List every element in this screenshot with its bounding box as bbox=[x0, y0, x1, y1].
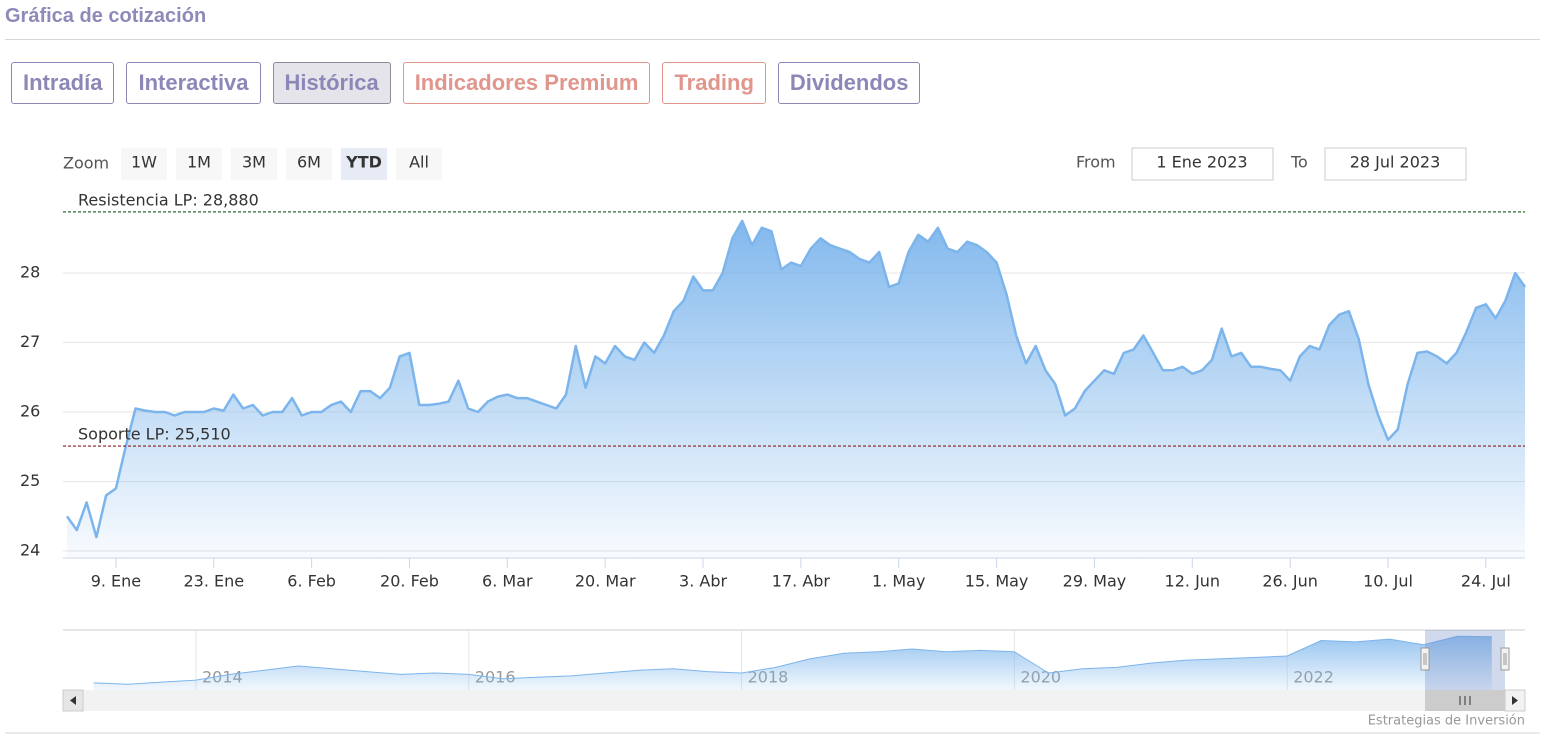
tab[interactable]: Histórica bbox=[272, 62, 391, 104]
x-tick-label: 1. May bbox=[872, 571, 925, 590]
navigator-handle-grip bbox=[1503, 653, 1507, 665]
x-tick-label: 17. Abr bbox=[772, 571, 831, 590]
navigator-handle[interactable] bbox=[1500, 647, 1510, 671]
x-tick-label: 23. Ene bbox=[183, 571, 244, 590]
credit: Estrategias de Inversión bbox=[1368, 714, 1525, 729]
x-tick-label: 20. Feb bbox=[380, 571, 439, 590]
navigator-handle[interactable] bbox=[1420, 647, 1430, 671]
plot-line-label: Resistencia LP: 28,880 bbox=[78, 190, 259, 209]
tab[interactable]: Dividendos bbox=[777, 62, 921, 104]
tab[interactable]: Intradía bbox=[11, 62, 115, 104]
x-tick-label: 15. May bbox=[965, 571, 1029, 590]
zoom-button-label[interactable]: All bbox=[409, 153, 429, 172]
x-tick-label: 20. Mar bbox=[575, 571, 636, 590]
divider bbox=[5, 39, 1540, 40]
y-tick-label: 26 bbox=[20, 402, 40, 421]
scroll-right-arrow bbox=[1512, 696, 1518, 705]
tab-bar: Intradía Interactiva Histórica Indicadores … bbox=[11, 62, 921, 104]
zoom-button-label[interactable]: 3M bbox=[242, 153, 266, 172]
tab[interactable]: Interactiva bbox=[126, 62, 261, 104]
y-tick-label: 24 bbox=[20, 541, 40, 560]
zoom-button[interactable] bbox=[341, 148, 387, 180]
x-tick-label: 24. Jul bbox=[1461, 571, 1511, 590]
zoom-button-label[interactable]: 6M bbox=[297, 153, 321, 172]
scroll-left-arrow bbox=[70, 696, 76, 705]
x-tick-label: 3. Abr bbox=[679, 571, 727, 590]
price-line bbox=[65, 219, 1527, 539]
x-tick-label: 10. Jul bbox=[1363, 571, 1413, 590]
y-tick-label: 28 bbox=[20, 263, 40, 282]
x-tick-label: 26. Jun bbox=[1262, 571, 1318, 590]
from-value[interactable]: 1 Ene 2023 bbox=[1156, 153, 1247, 172]
area-fill bbox=[67, 220, 1525, 558]
x-tick-label: 12. Jun bbox=[1165, 571, 1221, 590]
x-tick-label: 9. Ene bbox=[91, 571, 141, 590]
zoom-button[interactable] bbox=[176, 148, 222, 180]
to-value[interactable]: 28 Jul 2023 bbox=[1350, 153, 1441, 172]
zoom-button-label[interactable]: YTD bbox=[345, 153, 382, 172]
x-tick-label: 29. May bbox=[1063, 571, 1127, 590]
navigator-area bbox=[93, 636, 1492, 690]
scrollbar-track[interactable] bbox=[63, 690, 1525, 711]
zoom-button-label[interactable]: 1M bbox=[187, 153, 211, 172]
zoom-button[interactable] bbox=[231, 148, 277, 180]
zoom-button[interactable] bbox=[286, 148, 332, 180]
to-input[interactable] bbox=[1324, 147, 1467, 181]
navigator-line bbox=[93, 635, 1492, 685]
from-label: From bbox=[1076, 153, 1116, 172]
plot-line-label: Soporte LP: 25,510 bbox=[78, 425, 231, 444]
zoom-button[interactable] bbox=[396, 148, 442, 180]
x-tick-label: 6. Mar bbox=[482, 571, 533, 590]
zoom-button-label[interactable]: 1W bbox=[131, 153, 157, 172]
tab[interactable]: Trading bbox=[662, 62, 766, 104]
tab[interactable]: Indicadores Premium bbox=[402, 62, 651, 104]
zoom-label: Zoom bbox=[63, 154, 109, 173]
x-tick-label: 6. Feb bbox=[287, 571, 336, 590]
scrollbar-grip bbox=[1459, 696, 1471, 705]
to-label: To bbox=[1290, 153, 1308, 172]
zoom-button[interactable] bbox=[121, 148, 167, 180]
y-tick-label: 27 bbox=[20, 332, 40, 351]
from-input[interactable] bbox=[1131, 147, 1274, 181]
y-tick-label: 25 bbox=[20, 471, 40, 490]
navigator-mask[interactable] bbox=[1425, 630, 1505, 690]
section-title: Gráfica de cotización bbox=[5, 5, 207, 27]
navigator-handle-grip bbox=[1423, 653, 1427, 665]
